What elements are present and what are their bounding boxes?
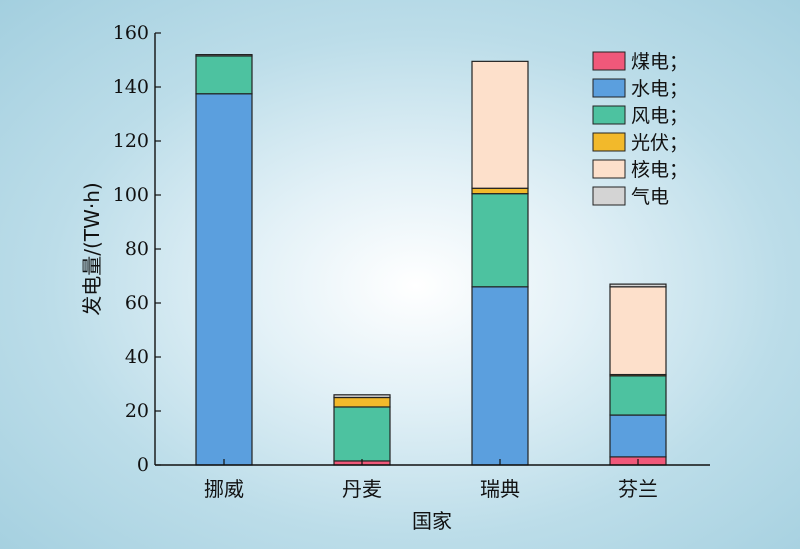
legend-label-1: 水电；: [631, 78, 688, 100]
legend: 煤电； 水电； 风电； 光伏； 核电； 气电: [592, 51, 688, 208]
bar-segment-0-1: [195, 93, 253, 466]
legend-label-4: 核电；: [631, 159, 688, 181]
x-categories-layer: 挪威 丹麦 瑞典 芬兰: [204, 459, 658, 501]
legend-swatch-1: [592, 78, 626, 98]
y-tick-label-5: 100: [113, 184, 149, 206]
x-axis-title: 国家: [412, 509, 452, 533]
bar-segment-3-2: [609, 375, 667, 416]
y-axis-title: 发电量/(TW·h): [80, 182, 104, 315]
bar-segment-1-2: [333, 406, 391, 462]
bar-segment-2-4: [471, 60, 529, 189]
x-category-label-0: 挪威: [204, 477, 244, 501]
y-tick-label-7: 140: [113, 76, 149, 98]
legend-label-0: 煤电；: [631, 51, 688, 73]
legend-swatch-4: [592, 159, 626, 179]
bar-segment-0-2: [195, 55, 253, 95]
legend-label-2: 风电；: [631, 105, 688, 127]
bar-segment-2-3: [471, 187, 529, 195]
y-tick-label-2: 40: [125, 346, 149, 368]
bar-segment-3-5: [609, 283, 667, 288]
y-ticks-layer: 0 20 40 60 80 100 120 140 160: [113, 22, 161, 476]
y-tick-label-1: 20: [125, 400, 149, 422]
x-category-label-1: 丹麦: [342, 477, 382, 501]
bar-segment-1-3: [333, 396, 391, 408]
legend-swatch-0: [592, 51, 626, 71]
legend-label-3: 光伏；: [631, 132, 688, 154]
legend-swatch-5: [592, 186, 626, 206]
bar-segment-3-1: [609, 414, 667, 458]
y-tick-label-8: 160: [113, 22, 149, 44]
y-tick-label-6: 120: [113, 130, 149, 152]
bar-segment-1-5: [333, 394, 391, 399]
bar-segment-2-2: [471, 193, 529, 288]
x-category-label-2: 瑞典: [480, 477, 520, 501]
y-tick-label-3: 60: [125, 292, 149, 314]
legend-swatch-2: [592, 105, 626, 125]
legend-label-5: 气电: [631, 186, 669, 208]
bar-segment-2-1: [471, 286, 529, 466]
bar-segment-3-4: [609, 286, 667, 376]
y-tick-label-0: 0: [137, 454, 149, 476]
legend-swatch-3: [592, 132, 626, 152]
y-tick-label-4: 80: [125, 238, 149, 260]
bars-layer: [195, 53, 667, 466]
x-category-label-3: 芬兰: [618, 477, 658, 501]
bar-segment-0-5: [195, 53, 253, 57]
